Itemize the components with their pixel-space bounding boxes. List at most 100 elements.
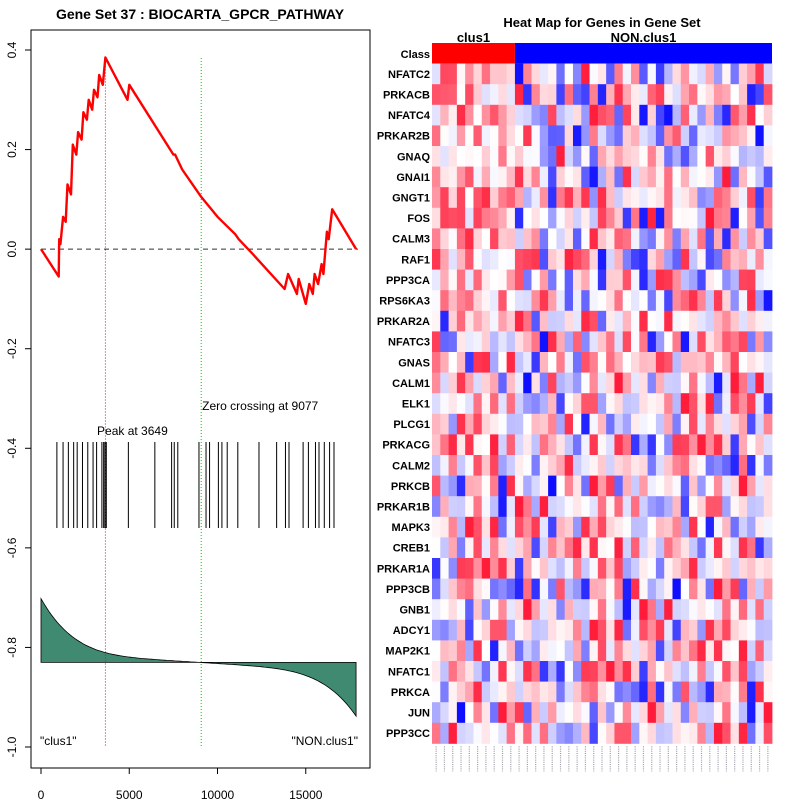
heatmap-cell — [622, 681, 632, 703]
heatmap-cell — [473, 599, 483, 621]
heatmap-cell — [481, 413, 491, 435]
heatmap-cell — [738, 434, 748, 456]
heatmap-cell — [432, 352, 441, 373]
heatmap-cell — [705, 537, 715, 559]
heatmap-cell — [456, 331, 466, 353]
heatmap-cell — [456, 393, 466, 415]
heatmap-cell — [763, 63, 773, 85]
heatmap-cell — [531, 352, 541, 373]
heatmap-cell — [680, 413, 690, 435]
heatmap-cell — [763, 166, 773, 188]
heatmap-cell — [614, 475, 624, 497]
heatmap-cell — [448, 516, 458, 538]
heatmap-cell — [473, 187, 483, 209]
heatmap-cell — [448, 187, 458, 209]
heatmap-cell — [738, 125, 748, 147]
heatmap-cell — [672, 434, 682, 456]
heatmap-cell — [713, 63, 723, 85]
heatmap-cell — [597, 249, 607, 270]
heatmap-cell — [755, 187, 765, 209]
heatmap-cell — [655, 640, 665, 662]
heatmap-cell — [755, 722, 765, 744]
heatmap-cell — [722, 619, 731, 641]
heatmap-cell — [639, 434, 649, 456]
heatmap-cell — [730, 661, 740, 682]
heatmap-cell — [514, 372, 524, 394]
heatmap-cell — [730, 310, 740, 332]
heatmap-cell — [589, 84, 599, 106]
heatmap-cell — [506, 516, 516, 538]
heatmap-cell — [705, 290, 715, 312]
heatmap-cell — [606, 434, 615, 456]
heatmap-cell — [738, 63, 748, 85]
heatmap-cell — [531, 640, 541, 662]
heatmap-cell — [763, 455, 773, 476]
heatmap-cell — [581, 393, 590, 415]
heatmap-cell — [680, 496, 690, 518]
heatmap-cell — [548, 516, 557, 538]
heatmap-cell — [614, 393, 624, 415]
heatmap-cell — [448, 722, 458, 744]
heatmap-cell — [639, 84, 649, 106]
heatmap-cell — [440, 619, 449, 641]
heatmap-panel: Heat Map for Genes in Gene Set clus1 NON… — [377, 15, 773, 772]
heatmap-cell — [689, 516, 698, 538]
heatmap-cell — [581, 207, 590, 229]
heatmap-cell — [531, 310, 541, 332]
heatmap-cell — [614, 722, 624, 744]
heatmap-cell — [506, 352, 516, 373]
heatmap-cell — [589, 413, 599, 435]
heatmap-cell — [722, 249, 731, 270]
heatmap-cell — [606, 125, 615, 147]
heatmap-cell — [597, 187, 607, 209]
heatmap-cell — [730, 413, 740, 435]
heatmap-cell — [713, 413, 723, 435]
gene-label: ADCY1 — [393, 625, 430, 637]
heatmap-cell — [581, 413, 590, 435]
heatmap-cell — [581, 702, 590, 724]
heatmap-cell — [498, 372, 508, 394]
heatmap-cell — [672, 187, 682, 209]
heatmap-cell — [548, 475, 557, 497]
heatmap-cell — [498, 63, 508, 85]
heatmap-cell — [689, 640, 698, 662]
heatmap-cell — [465, 681, 474, 703]
heatmap-cell — [738, 166, 748, 188]
heatmap-cell — [664, 475, 673, 497]
heatmap-cell — [763, 228, 773, 250]
heatmap-cell — [606, 249, 615, 270]
heatmap-cell — [498, 310, 508, 332]
heatmap-cell — [531, 537, 541, 559]
heatmap-cell — [473, 104, 483, 126]
heatmap-cell — [456, 166, 466, 188]
heatmap-cell — [689, 228, 698, 250]
heatmap-cell — [523, 558, 532, 579]
heatmap-cell — [722, 228, 731, 250]
heatmap-cell — [564, 578, 574, 600]
heatmap-cell — [622, 146, 632, 167]
heatmap-cell — [755, 290, 765, 312]
heatmap-cell — [456, 290, 466, 312]
heatmap-cell — [514, 249, 524, 270]
heatmap-cell — [606, 537, 615, 559]
heatmap-cell — [730, 455, 740, 476]
heatmap-cell — [564, 207, 574, 229]
heatmap-cell — [589, 537, 599, 559]
heatmap-cell — [473, 722, 483, 744]
gene-label: MAPK3 — [391, 522, 430, 534]
heatmap-cell — [722, 125, 731, 147]
heatmap-cell — [655, 537, 665, 559]
heatmap-cell — [697, 434, 707, 456]
heatmap-cell — [747, 475, 756, 497]
heatmap-cell — [747, 558, 756, 579]
heatmap-cell — [498, 290, 508, 312]
heatmap-cell — [539, 331, 549, 353]
heatmap-cell — [664, 702, 673, 724]
heatmap-cell — [556, 599, 566, 621]
heatmap-cell — [597, 619, 607, 641]
heatmap-cell — [622, 249, 632, 270]
heatmap-cell — [514, 537, 524, 559]
heatmap-cell — [631, 269, 640, 291]
heatmap-cell — [473, 619, 483, 641]
heatmap-cell — [514, 475, 524, 497]
